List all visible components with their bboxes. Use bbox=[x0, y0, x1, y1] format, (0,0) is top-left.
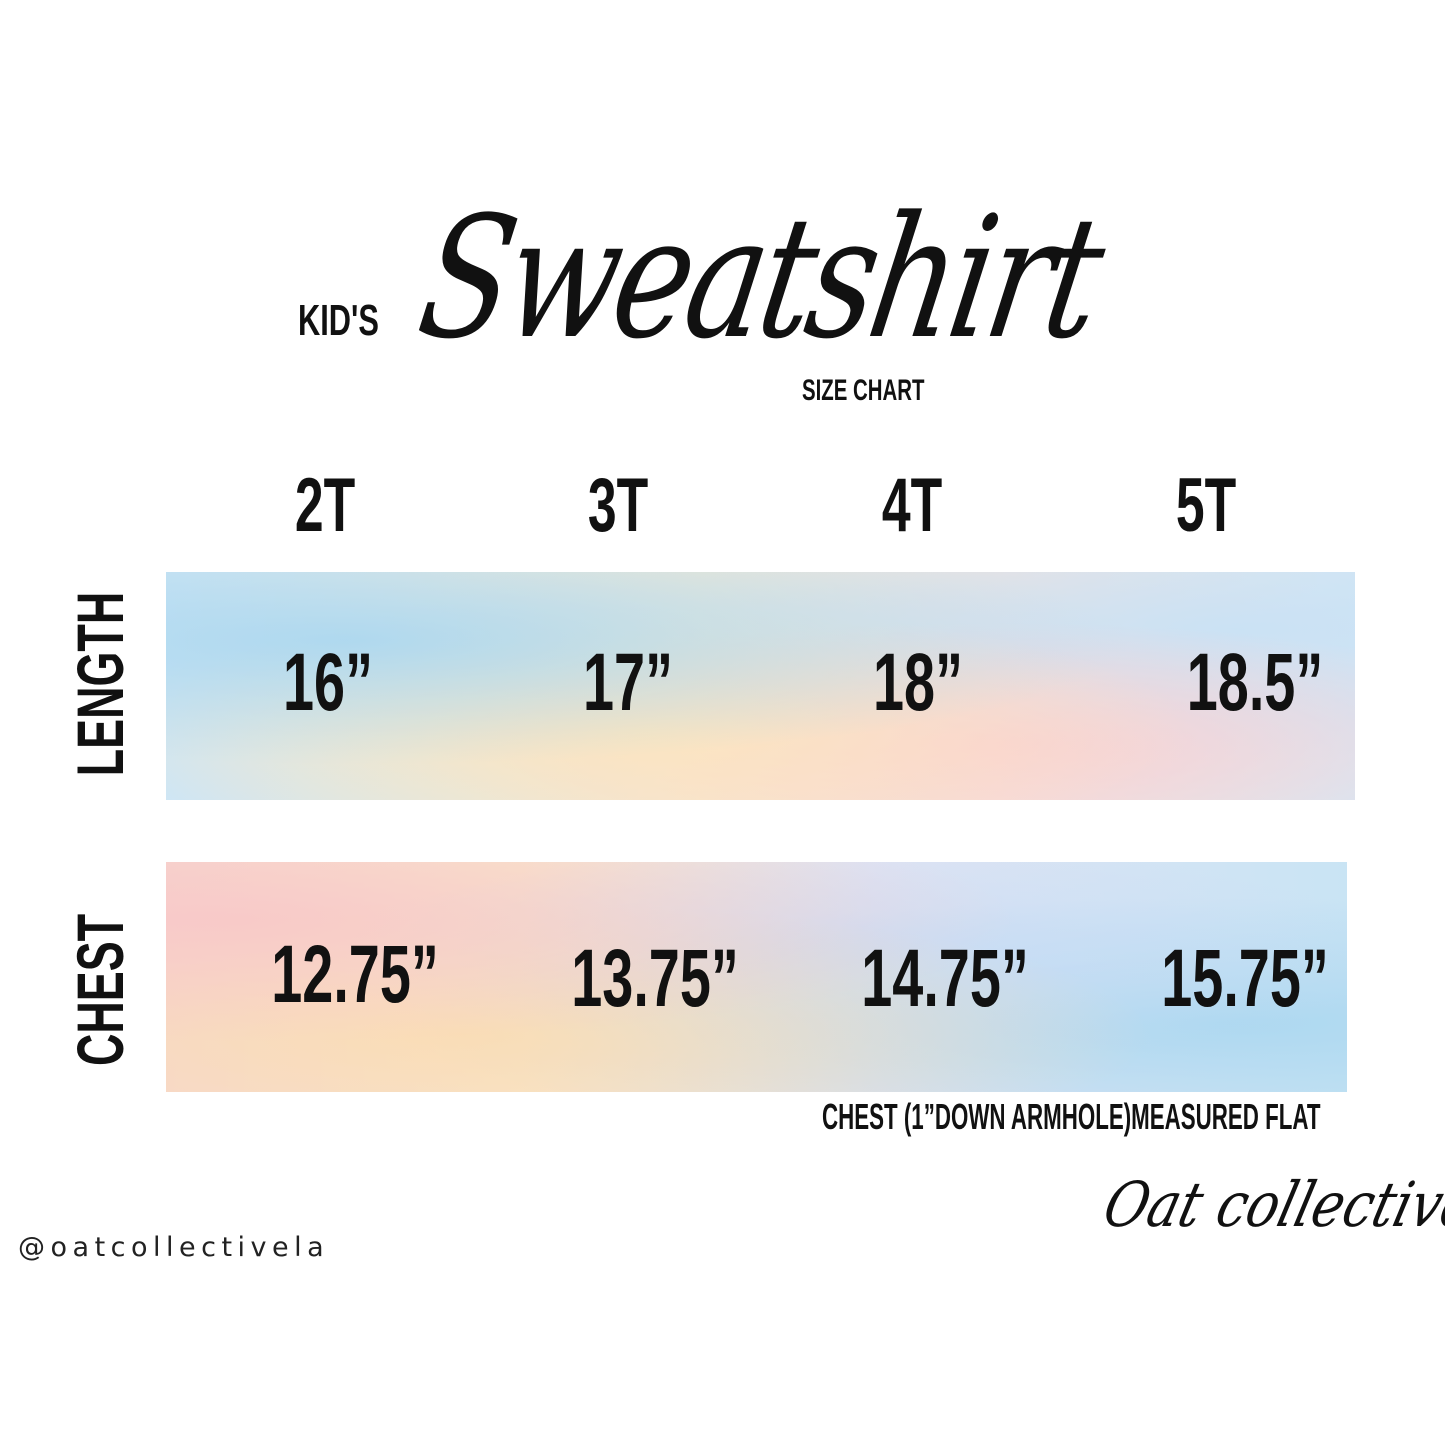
brand-logo: Oat collective bbox=[1096, 1168, 1445, 1241]
column-header-4t: 4T bbox=[881, 463, 943, 548]
row-label-length: LENGTH bbox=[63, 591, 137, 777]
measurement-note: CHEST (1”DOWN ARMHOLE)MEASURED FLAT bbox=[822, 1096, 1321, 1137]
chest-value-4t: 14.75” bbox=[861, 933, 1029, 1024]
chest-value-3t: 13.75” bbox=[571, 933, 739, 1024]
title-script: Sweatshirt bbox=[407, 180, 1113, 376]
row-label-chest: CHEST bbox=[63, 913, 137, 1067]
column-header-2t: 2T bbox=[294, 463, 356, 548]
social-handle: @oatcollectivela bbox=[18, 1232, 330, 1263]
length-row-band bbox=[166, 572, 1355, 800]
kids-label: KID'S bbox=[298, 296, 379, 345]
column-header-5t: 5T bbox=[1175, 463, 1237, 548]
chest-row-band bbox=[166, 862, 1347, 1092]
chest-value-2t: 12.75” bbox=[271, 929, 439, 1020]
length-value-5t: 18.5” bbox=[1186, 637, 1324, 728]
length-value-4t: 18” bbox=[873, 637, 963, 728]
chest-value-5t: 15.75” bbox=[1161, 933, 1329, 1024]
length-value-2t: 16” bbox=[283, 637, 373, 728]
column-header-3t: 3T bbox=[587, 463, 649, 548]
size-chart-subtitle: SIZE CHART bbox=[802, 374, 925, 407]
length-value-3t: 17” bbox=[583, 637, 673, 728]
